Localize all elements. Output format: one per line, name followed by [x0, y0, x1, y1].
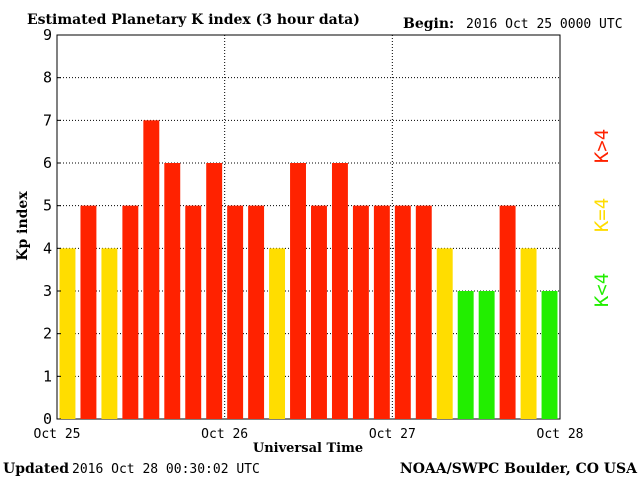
legend-entry: K>4: [591, 129, 613, 163]
begin-label: Begin:: [403, 16, 454, 32]
kp-bar: [227, 205, 244, 419]
kp-bar: [394, 205, 411, 419]
x-tick-label: Oct 26: [201, 427, 248, 442]
y-tick-label: 7: [43, 111, 52, 129]
kp-bar: [164, 163, 181, 419]
kp-bar: [143, 120, 160, 419]
kp-bar: [101, 248, 118, 419]
y-tick-label: 4: [43, 239, 52, 257]
kp-bar: [290, 163, 306, 419]
begin-value: 2016 Oct 25 0000 UTC: [466, 17, 623, 32]
y-axis: 0 1 2 3 4 5 6 7 8 9: [43, 26, 61, 428]
legend-entry: K=4: [591, 198, 613, 232]
kp-bar: [436, 248, 453, 419]
kp-bar: [415, 205, 432, 419]
kp-bar: [269, 248, 286, 419]
chart-title: Estimated Planetary K index (3 hour data…: [27, 12, 360, 28]
x-tick-label: Oct 27: [369, 427, 416, 442]
kp-bar: [185, 205, 202, 419]
kp-bar: [80, 205, 97, 419]
kp-bar: [520, 248, 537, 419]
y-tick-label: 3: [43, 282, 52, 300]
y-tick-label: 5: [43, 197, 52, 215]
y-tick-label: 8: [43, 69, 52, 87]
plot-frame: [56, 34, 561, 420]
plot-area: [56, 34, 561, 420]
kp-bar: [311, 205, 327, 419]
updated-value: 2016 Oct 28 00:30:02 UTC: [72, 462, 260, 477]
kp-bar: [331, 163, 348, 419]
x-tick-label: Oct 25: [34, 427, 81, 442]
kp-bar: [541, 291, 558, 419]
y-axis-label: Kp index: [15, 191, 31, 261]
y-tick-label: 2: [43, 325, 52, 343]
kp-bar: [352, 205, 369, 419]
kp-bar: [499, 205, 516, 419]
kp-bar: [122, 205, 139, 419]
bars: [59, 120, 558, 419]
kp-bar: [373, 205, 390, 419]
legend: K>4 K=4 K<4: [591, 129, 613, 307]
x-axis: Oct 25 Oct 26 Oct 27 Oct 28: [34, 427, 584, 442]
kp-bar: [457, 291, 474, 419]
y-tick-label: 9: [43, 26, 52, 44]
x-axis-label: Universal Time: [253, 441, 363, 456]
x-tick-label: Oct 28: [537, 427, 584, 442]
updated-label: Updated: [3, 461, 69, 477]
grid: [57, 35, 560, 419]
legend-entry: K<4: [591, 273, 613, 307]
kp-bar: [478, 291, 495, 419]
kp-bar: [248, 205, 265, 419]
source-credit: NOAA/SWPC Boulder, CO USA: [400, 461, 638, 477]
kp-bar: [59, 248, 76, 419]
kp-bar: [206, 163, 223, 419]
y-tick-label: 6: [43, 154, 52, 172]
y-tick-label: 0: [43, 410, 52, 428]
y-tick-label: 1: [43, 367, 52, 385]
